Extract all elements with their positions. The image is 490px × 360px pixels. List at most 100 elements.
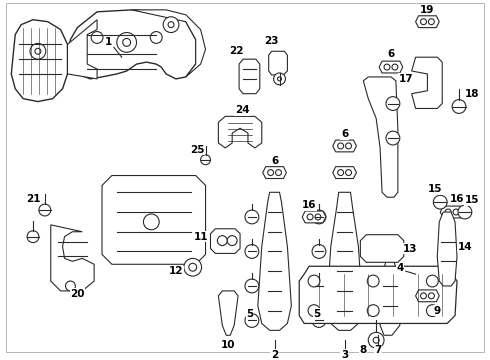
Circle shape [66, 281, 75, 291]
Circle shape [245, 210, 259, 224]
Circle shape [275, 170, 281, 176]
Polygon shape [416, 16, 439, 28]
Circle shape [245, 279, 259, 293]
Circle shape [392, 64, 398, 70]
Circle shape [312, 244, 326, 258]
Circle shape [420, 19, 426, 24]
Circle shape [386, 131, 400, 145]
Text: 8: 8 [360, 345, 367, 355]
Text: 2: 2 [271, 350, 278, 360]
Polygon shape [302, 211, 326, 223]
Circle shape [315, 214, 321, 220]
Circle shape [433, 195, 447, 209]
Polygon shape [219, 291, 238, 335]
Text: 6: 6 [271, 156, 278, 166]
Circle shape [273, 73, 286, 85]
Circle shape [35, 48, 41, 54]
Polygon shape [263, 167, 287, 179]
Polygon shape [239, 59, 260, 94]
Circle shape [312, 210, 326, 224]
Circle shape [426, 275, 438, 287]
Text: 11: 11 [194, 232, 208, 242]
Text: 18: 18 [465, 89, 479, 99]
Circle shape [428, 293, 434, 299]
Text: 5: 5 [314, 309, 320, 319]
Text: 12: 12 [169, 266, 183, 276]
Polygon shape [363, 77, 398, 197]
Circle shape [338, 170, 343, 176]
Text: 14: 14 [458, 242, 472, 252]
Polygon shape [327, 192, 362, 330]
Circle shape [117, 32, 137, 52]
Circle shape [345, 143, 351, 149]
Polygon shape [412, 57, 442, 108]
Text: 17: 17 [398, 74, 413, 84]
Polygon shape [440, 206, 464, 218]
Circle shape [150, 32, 162, 44]
Polygon shape [416, 290, 439, 302]
Circle shape [268, 170, 273, 176]
Text: 3: 3 [341, 350, 348, 360]
Circle shape [345, 170, 351, 176]
Text: 7: 7 [374, 345, 382, 355]
Circle shape [368, 275, 379, 287]
Text: 20: 20 [70, 289, 85, 299]
Text: 13: 13 [402, 243, 417, 253]
Polygon shape [51, 225, 94, 291]
Circle shape [122, 39, 131, 46]
Polygon shape [68, 10, 196, 79]
Circle shape [308, 305, 320, 316]
Polygon shape [333, 140, 356, 152]
Circle shape [189, 263, 196, 271]
Circle shape [308, 275, 320, 287]
Text: 25: 25 [191, 145, 205, 155]
Polygon shape [360, 235, 404, 262]
Circle shape [368, 332, 384, 348]
Circle shape [218, 236, 227, 246]
Circle shape [227, 236, 237, 246]
Circle shape [245, 244, 259, 258]
Polygon shape [68, 20, 97, 79]
Text: 19: 19 [420, 5, 435, 15]
Polygon shape [258, 192, 292, 330]
Circle shape [39, 204, 51, 216]
Polygon shape [380, 261, 400, 335]
Polygon shape [211, 229, 240, 253]
Polygon shape [11, 20, 68, 102]
Polygon shape [437, 212, 457, 286]
Text: 21: 21 [26, 194, 40, 204]
Circle shape [91, 32, 103, 44]
Circle shape [428, 19, 434, 24]
Polygon shape [299, 266, 457, 323]
Circle shape [144, 214, 159, 230]
Text: 9: 9 [434, 306, 441, 316]
Polygon shape [132, 10, 206, 77]
Polygon shape [269, 51, 288, 75]
Text: 1: 1 [105, 37, 113, 48]
Circle shape [384, 64, 390, 70]
Circle shape [245, 314, 259, 327]
Circle shape [452, 100, 466, 113]
Text: 16: 16 [450, 194, 464, 204]
Text: 15: 15 [465, 195, 479, 205]
Circle shape [27, 231, 39, 243]
Circle shape [373, 337, 379, 343]
Text: 24: 24 [235, 105, 249, 116]
Circle shape [307, 214, 313, 220]
Text: 16: 16 [302, 200, 317, 210]
Circle shape [426, 305, 438, 316]
Circle shape [386, 96, 400, 111]
Text: 10: 10 [221, 340, 236, 350]
Circle shape [445, 209, 451, 215]
Text: 23: 23 [265, 36, 279, 46]
Circle shape [30, 44, 46, 59]
Polygon shape [379, 61, 403, 73]
Text: 4: 4 [396, 263, 403, 273]
Text: 6: 6 [341, 129, 348, 139]
Circle shape [168, 22, 174, 28]
Circle shape [453, 209, 459, 215]
Circle shape [368, 305, 379, 316]
Circle shape [458, 205, 472, 219]
Circle shape [200, 155, 211, 165]
Polygon shape [102, 176, 206, 264]
